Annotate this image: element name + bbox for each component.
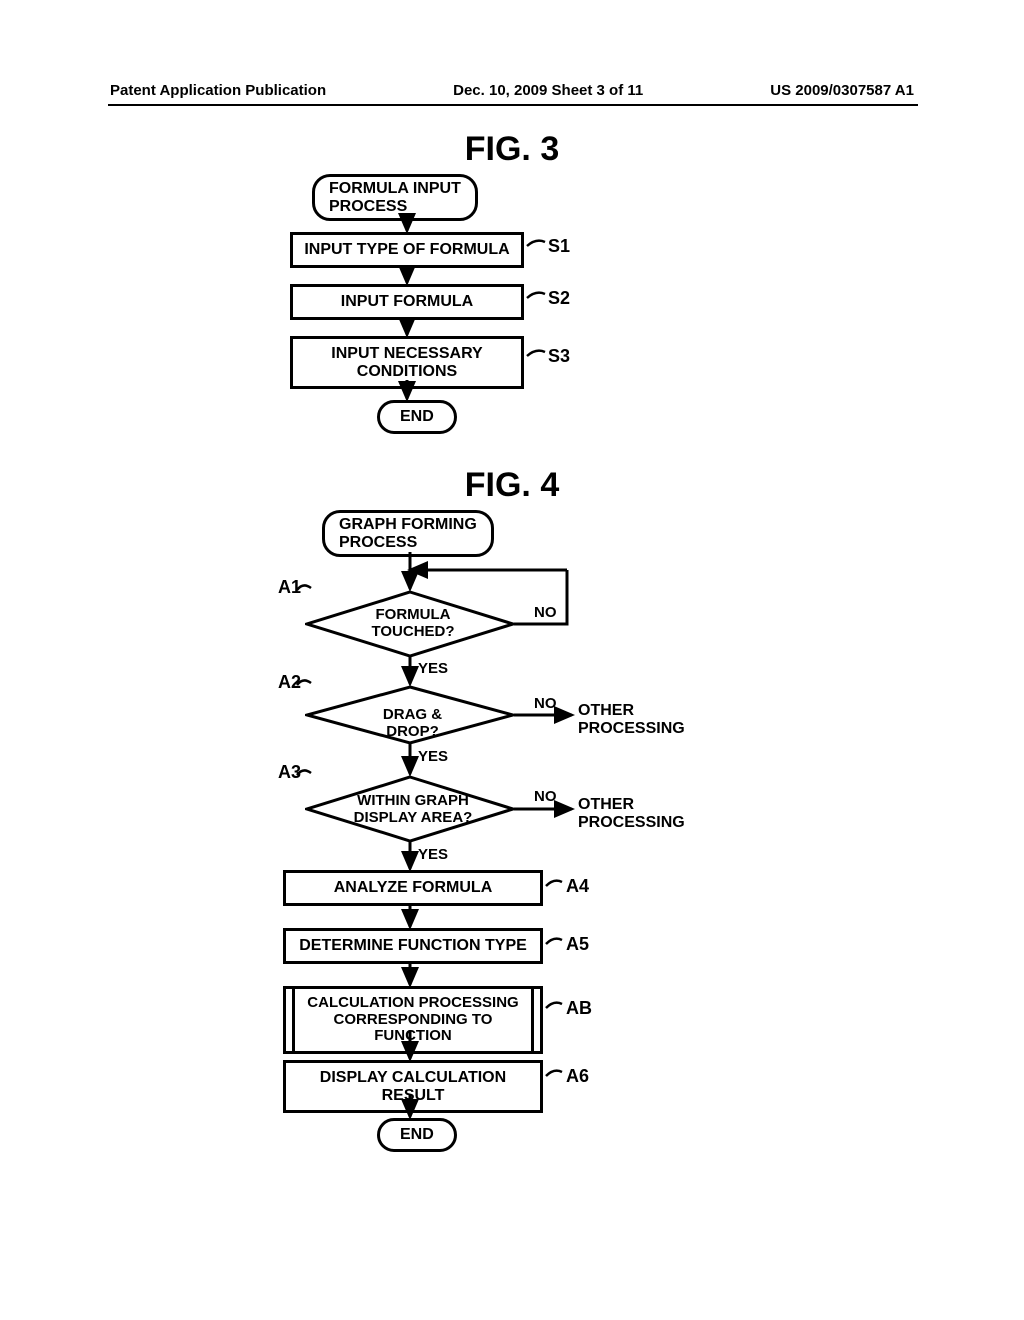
fig3-start-text: FORMULA INPUTPROCESS [329, 180, 461, 215]
fig3-s2-ref: S2 [548, 288, 570, 309]
fig4-a1-yes: YES [418, 660, 448, 677]
fig3-s3-box: INPUT NECESSARYCONDITIONS [290, 336, 524, 389]
flowchart-connectors [0, 0, 1024, 1320]
fig4-a6-text: DISPLAY CALCULATION RESULT [320, 1069, 506, 1104]
fig4-start-terminal: GRAPH FORMINGPROCESS [322, 510, 494, 557]
fig3-title: FIG. 3 [0, 130, 1024, 169]
fig3-s1-ref: S1 [548, 236, 570, 257]
fig4-a2-ref: A2 [278, 672, 301, 693]
fig4-a4-text: ANALYZE FORMULA [334, 879, 493, 896]
fig4-ab-ref: AB [566, 998, 592, 1019]
page-header: Patent Application Publication Dec. 10, … [0, 82, 1024, 99]
fig4-title: FIG. 4 [0, 466, 1024, 505]
fig4-a1-no: NO [534, 604, 557, 621]
fig4-a2-other: OTHERPROCESSING [578, 702, 685, 737]
fig4-a2-text: DRAG & DROP? [355, 707, 470, 740]
fig4-a1-text: FORMULATOUCHED? [368, 607, 458, 640]
fig4-ab-text: CALCULATION PROCESSINGCORRESPONDING TO F… [307, 994, 518, 1044]
fig4-ab-box: CALCULATION PROCESSINGCORRESPONDING TO F… [283, 986, 543, 1054]
fig3-s3-ref: S3 [548, 346, 570, 367]
fig4-a5-box: DETERMINE FUNCTION TYPE [283, 928, 543, 964]
fig4-end-terminal: END [377, 1118, 457, 1152]
fig4-a3-yes: YES [418, 846, 448, 863]
fig3-s1-box: INPUT TYPE OF FORMULA [290, 232, 524, 268]
fig3-end-terminal: END [377, 400, 457, 434]
header-center: Dec. 10, 2009 Sheet 3 of 11 [453, 82, 643, 99]
fig3-start-terminal: FORMULA INPUTPROCESS [312, 174, 478, 221]
fig4-start-text: GRAPH FORMINGPROCESS [339, 516, 477, 551]
fig3-s3-text: INPUT NECESSARYCONDITIONS [331, 345, 482, 380]
fig4-a6-box: DISPLAY CALCULATION RESULT [283, 1060, 543, 1113]
fig3-s2-text: INPUT FORMULA [341, 293, 473, 310]
header-right: US 2009/0307587 A1 [770, 82, 914, 99]
fig3-s2-box: INPUT FORMULA [290, 284, 524, 320]
fig4-a3-text: WITHIN GRAPHDISPLAY AREA? [353, 793, 473, 826]
fig4-a1-ref: A1 [278, 577, 301, 598]
fig4-a6-ref: A6 [566, 1066, 589, 1087]
fig4-a3-no: NO [534, 788, 557, 805]
fig4-a4-ref: A4 [566, 876, 589, 897]
fig3-end-text: END [400, 408, 434, 425]
fig3-s1-text: INPUT TYPE OF FORMULA [304, 241, 509, 258]
header-left: Patent Application Publication [110, 82, 326, 99]
fig4-a2-yes: YES [418, 748, 448, 765]
fig4-a5-text: DETERMINE FUNCTION TYPE [299, 937, 527, 954]
fig4-a4-box: ANALYZE FORMULA [283, 870, 543, 906]
fig4-a5-ref: A5 [566, 934, 589, 955]
header-rule [108, 104, 918, 106]
fig4-a3-other: OTHERPROCESSING [578, 796, 685, 831]
fig4-end-text: END [400, 1126, 434, 1143]
fig4-a2-no: NO [534, 695, 557, 712]
fig4-a3-ref: A3 [278, 762, 301, 783]
